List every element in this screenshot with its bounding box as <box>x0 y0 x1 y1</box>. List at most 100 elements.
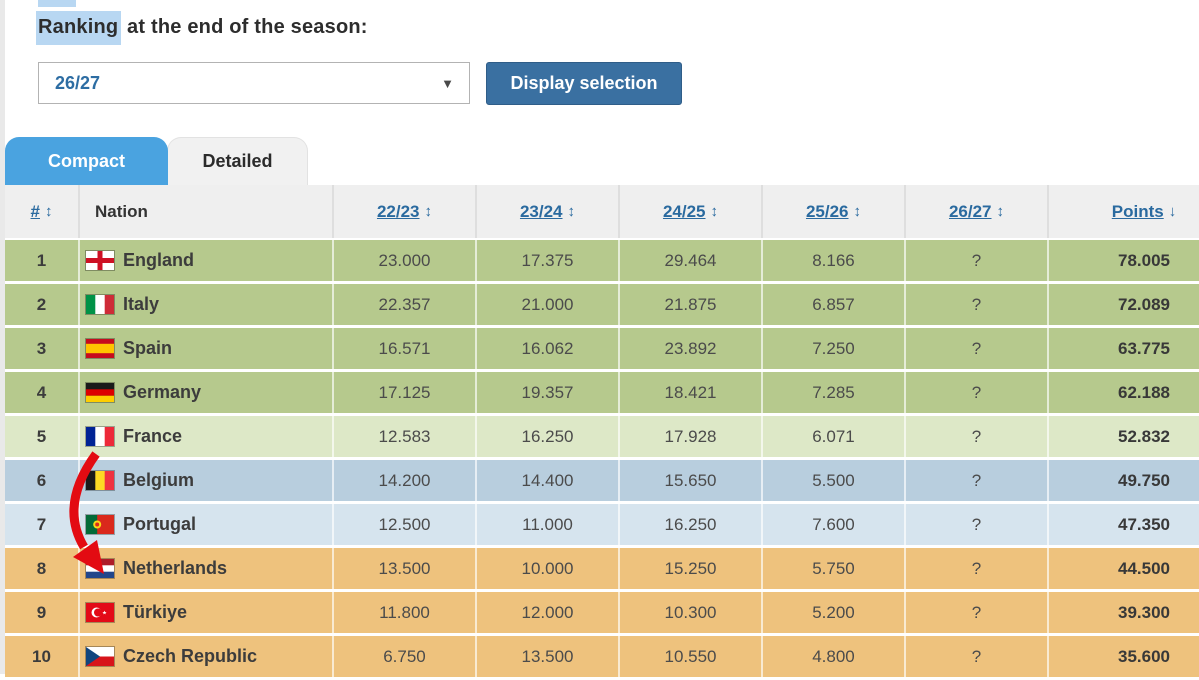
rank-cell: 9 <box>5 592 80 633</box>
header-points[interactable]: Points ↓ <box>1049 185 1199 238</box>
season-points-cell: 23.892 <box>620 328 763 369</box>
season-points-cell: 16.250 <box>620 504 763 545</box>
flag-netherlands-icon <box>86 559 114 578</box>
season-points-cell: 10.550 <box>620 636 763 677</box>
season-points-cell: 12.583 <box>334 416 477 457</box>
header-season-2324[interactable]: 23/24 ↕ <box>477 185 620 238</box>
season-select[interactable]: 26/27 ▼ <box>38 62 470 104</box>
header-season-2526-link[interactable]: 25/26 <box>805 201 849 221</box>
nation-cell: Portugal <box>80 504 334 545</box>
dropdown-caret-icon: ▼ <box>441 76 454 91</box>
season-points-cell: 10.300 <box>620 592 763 633</box>
sort-both-icon: ↕ <box>710 203 719 220</box>
rank-cell: 5 <box>5 416 80 457</box>
season-points-cell: 12.000 <box>477 592 620 633</box>
season-points-cell: 8.166 <box>763 240 906 281</box>
season-points-cell: ? <box>906 460 1049 501</box>
header-season-2627[interactable]: 26/27 ↕ <box>906 185 1049 238</box>
nation-name: Germany <box>123 382 202 402</box>
season-points-cell: 11.800 <box>334 592 477 633</box>
season-points-cell: 21.000 <box>477 284 620 325</box>
total-points-cell: 35.600 <box>1049 636 1199 677</box>
season-points-cell: 10.000 <box>477 548 620 589</box>
table-row: 10 Czech Republic 6.750 13.500 10.550 4.800? 3… <box>5 636 1199 677</box>
header-season-2425-link[interactable]: 24/25 <box>662 201 706 221</box>
sort-both-icon: ↕ <box>424 203 433 220</box>
season-points-cell: 4.800 <box>763 636 906 677</box>
header-season-2223[interactable]: 22/23 ↕ <box>334 185 477 238</box>
header-nation-label: Nation <box>95 201 148 221</box>
header-nation: Nation <box>80 185 334 238</box>
flag-turkiye-icon <box>86 603 114 622</box>
season-points-cell: ? <box>906 504 1049 545</box>
table-row: 5 France 12.583 16.250 17.928 6.071? 52.832 <box>5 416 1199 457</box>
nation-cell: Italy <box>80 284 334 325</box>
flag-italy-icon <box>86 295 114 314</box>
ranking-table: # ↕ Nation 22/23 ↕ 23/24 ↕ 24/25 ↕ 25/26… <box>5 185 1199 680</box>
display-selection-button[interactable]: Display selection <box>486 62 682 105</box>
rank-cell: 2 <box>5 284 80 325</box>
flag-portugal-icon <box>86 515 114 534</box>
header-season-2223-link[interactable]: 22/23 <box>376 201 420 221</box>
nation-cell: England <box>80 240 334 281</box>
season-points-cell: 15.650 <box>620 460 763 501</box>
header-season-2526[interactable]: 25/26 ↕ <box>763 185 906 238</box>
header-season-2324-link[interactable]: 23/24 <box>519 201 563 221</box>
season-points-cell: ? <box>906 240 1049 281</box>
total-points-cell: 63.775 <box>1049 328 1199 369</box>
nation-name: Netherlands <box>123 558 228 578</box>
rank-cell: 3 <box>5 328 80 369</box>
tab-compact-label: Compact <box>47 150 125 171</box>
header-season-2425[interactable]: 24/25 ↕ <box>620 185 763 238</box>
sort-both-icon: ↕ <box>44 203 53 220</box>
header-points-link[interactable]: Points <box>1111 201 1164 221</box>
season-points-cell: 7.285 <box>763 372 906 413</box>
total-points-cell: 44.500 <box>1049 548 1199 589</box>
sort-both-icon: ↕ <box>853 203 862 220</box>
season-points-cell: ? <box>906 636 1049 677</box>
sort-down-icon: ↓ <box>1168 203 1177 220</box>
nation-name: England <box>123 250 194 270</box>
flag-spain-icon <box>86 339 114 358</box>
flag-france-icon <box>86 427 114 446</box>
nation-name: France <box>123 426 183 446</box>
season-points-cell: 12.500 <box>334 504 477 545</box>
season-points-cell: ? <box>906 328 1049 369</box>
rank-cell: 7 <box>5 504 80 545</box>
season-points-cell: 15.250 <box>620 548 763 589</box>
season-points-cell: 11.000 <box>477 504 620 545</box>
header-rank-link[interactable]: # <box>30 201 40 221</box>
nation-name: Czech Republic <box>123 646 258 666</box>
season-points-cell: 17.928 <box>620 416 763 457</box>
display-selection-label: Display selection <box>510 73 658 93</box>
rank-cell: 10 <box>5 636 80 677</box>
header-season-2627-link[interactable]: 26/27 <box>948 201 992 221</box>
page-title: Ranking at the end of the season: <box>36 11 368 45</box>
tab-compact[interactable]: Compact <box>5 137 168 185</box>
tab-detailed[interactable]: Detailed <box>167 137 308 185</box>
season-points-cell: 14.200 <box>334 460 477 501</box>
season-points-cell: 18.421 <box>620 372 763 413</box>
table-row: 8 Netherlands 13.500 10.000 15.250 5.750? 44.5… <box>5 548 1199 589</box>
tab-bar: Compact Detailed <box>5 137 308 185</box>
table-row: 2 Italy 22.357 21.000 21.875 6.857? 72.089 <box>5 284 1199 325</box>
table-body: 1 England 23.000 17.375 29.464 8.166? 78.005 2 I… <box>5 240 1199 677</box>
season-points-cell: 22.357 <box>334 284 477 325</box>
total-points-cell: 49.750 <box>1049 460 1199 501</box>
season-points-cell: 16.250 <box>477 416 620 457</box>
season-points-cell: ? <box>906 416 1049 457</box>
season-points-cell: 5.500 <box>763 460 906 501</box>
season-points-cell: 16.571 <box>334 328 477 369</box>
total-points-cell: 39.300 <box>1049 592 1199 633</box>
season-points-cell: 13.500 <box>334 548 477 589</box>
nation-name: Italy <box>123 294 160 314</box>
sort-both-icon: ↕ <box>996 203 1005 220</box>
season-points-cell: 5.200 <box>763 592 906 633</box>
rank-cell: 4 <box>5 372 80 413</box>
header-rank[interactable]: # ↕ <box>5 185 80 238</box>
selection-highlight-remnant <box>38 0 76 7</box>
nation-name: Türkiye <box>123 602 188 622</box>
season-points-cell: 7.600 <box>763 504 906 545</box>
season-points-cell: 13.500 <box>477 636 620 677</box>
sort-both-icon: ↕ <box>567 203 576 220</box>
